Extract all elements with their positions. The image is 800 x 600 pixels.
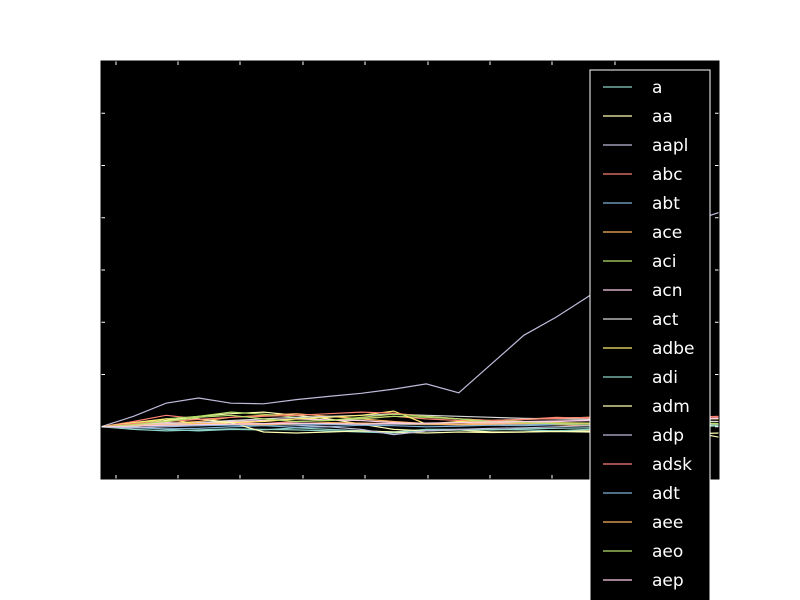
legend-label-acn: acn xyxy=(652,281,683,301)
legend-label-adp: adp xyxy=(652,426,684,446)
legend-label-abc: abc xyxy=(652,165,683,185)
legend-label-aep: aep xyxy=(652,571,684,591)
plot-frame xyxy=(100,60,720,480)
legend-label-adsk: adsk xyxy=(652,455,692,475)
legend: aaaaaplabcabtaceaciacnactadbeadiadmadpad… xyxy=(589,69,711,600)
legend-label-aa: aa xyxy=(652,107,673,127)
legend-label-adi: adi xyxy=(652,368,678,388)
legend-label-aapl: aapl xyxy=(652,136,688,156)
legend-label-aeo: aeo xyxy=(652,542,683,562)
legend-label-adt: adt xyxy=(652,484,680,504)
legend-label-aee: aee xyxy=(652,513,683,533)
legend-label-abt: abt xyxy=(652,194,680,214)
legend-label-aci: aci xyxy=(652,252,677,272)
legend-label-ace: ace xyxy=(652,223,682,243)
legend-label-a: a xyxy=(652,78,662,98)
legend-label-adm: adm xyxy=(652,397,690,417)
legend-label-act: act xyxy=(652,310,679,330)
legend-label-adbe: adbe xyxy=(652,339,694,359)
legend-box xyxy=(589,69,711,600)
